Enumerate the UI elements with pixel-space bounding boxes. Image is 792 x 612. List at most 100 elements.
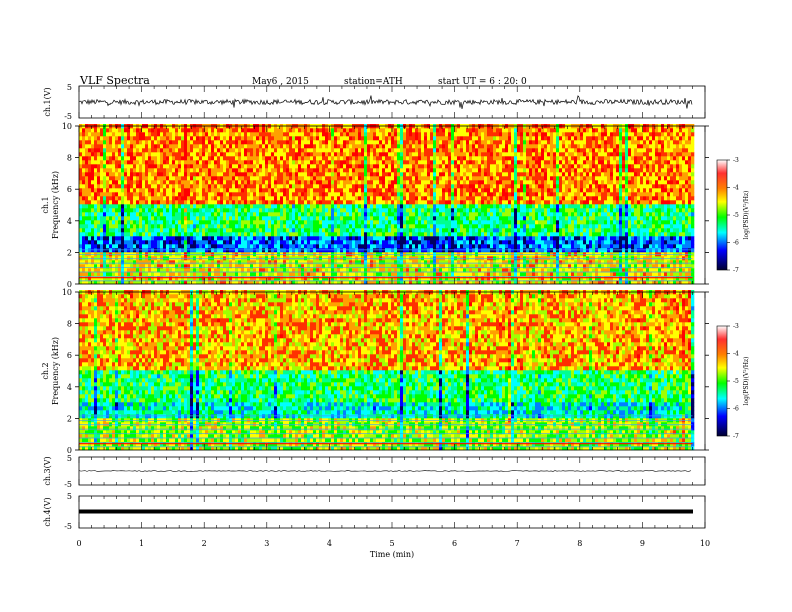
spectrogram-cell	[304, 212, 307, 216]
spectrogram-cell	[277, 212, 280, 216]
spectrogram-cell	[103, 220, 106, 224]
spectrogram-cell	[196, 132, 199, 136]
spectrogram-cell	[340, 228, 343, 232]
spectrogram-cell	[94, 168, 97, 172]
spectrogram-cell	[220, 256, 223, 260]
spectrogram-cell	[301, 232, 304, 236]
spectrogram-cell	[103, 144, 106, 148]
spectrogram-cell	[124, 220, 127, 224]
spectrogram-cell	[142, 256, 145, 260]
spectrogram-cell	[214, 184, 217, 188]
spectrogram-cell	[79, 128, 82, 132]
spectrogram-cell	[319, 240, 322, 244]
spectrogram-cell	[175, 236, 178, 240]
spectrogram-cell	[148, 180, 151, 184]
spectrogram-cell	[175, 156, 178, 160]
spectrogram-cell	[322, 224, 325, 228]
spectrogram-cell	[325, 172, 328, 176]
spectrogram-cell	[250, 136, 253, 140]
spectrogram-cell	[160, 168, 163, 172]
spectrogram-cell	[151, 204, 154, 208]
spectrogram-cell	[280, 156, 283, 160]
spectrogram-cell	[112, 204, 115, 208]
spectrogram-cell	[232, 168, 235, 172]
spectrogram-cell	[205, 180, 208, 184]
spectrogram-cell	[190, 148, 193, 152]
spectrogram-cell	[88, 172, 91, 176]
spectrogram-cell	[169, 260, 172, 264]
spectrogram-cell	[229, 204, 232, 208]
spectrogram-cell	[340, 184, 343, 188]
spectrogram-cell	[253, 164, 256, 168]
spectrogram-cell	[352, 176, 355, 180]
spectrogram-cell	[211, 164, 214, 168]
spectrogram-cell	[298, 220, 301, 224]
spectrogram-cell	[325, 236, 328, 240]
spectrogram-cell	[202, 172, 205, 176]
spectrogram-cell	[142, 192, 145, 196]
spectrogram-cell	[355, 172, 358, 176]
spectrogram-cell	[295, 128, 298, 132]
spectrogram-cell	[205, 148, 208, 152]
spectrogram-cell	[319, 184, 322, 188]
spectrogram-cell	[214, 196, 217, 200]
spectrogram-cell	[346, 184, 349, 188]
spectrogram-cell	[271, 260, 274, 264]
spectrogram-cell	[139, 152, 142, 156]
spectrogram-cell	[187, 180, 190, 184]
spectrogram-cell	[106, 168, 109, 172]
spectrogram-cell	[364, 240, 367, 244]
spectrogram-cell	[322, 228, 325, 232]
spectrogram-cell	[175, 260, 178, 264]
spectrogram-cell	[226, 168, 229, 172]
spectrogram-cell	[226, 184, 229, 188]
spectrogram-cell	[364, 228, 367, 232]
spectrogram-cell	[289, 152, 292, 156]
spectrogram-cell	[130, 140, 133, 144]
spectrogram-cell	[277, 224, 280, 228]
spectrogram-cell	[364, 196, 367, 200]
spectrogram-cell	[304, 220, 307, 224]
spectrogram-cell	[265, 256, 268, 260]
spectrogram-cell	[277, 144, 280, 148]
spectrogram-cell	[307, 136, 310, 140]
spectrogram-cell	[190, 172, 193, 176]
spectrogram-cell	[310, 144, 313, 148]
spectrogram-cell	[124, 216, 127, 220]
spectrogram-cell	[283, 140, 286, 144]
spectrogram-cell	[232, 172, 235, 176]
spectrogram-cell	[316, 160, 319, 164]
spectrogram-cell	[127, 152, 130, 156]
spectrogram-cell	[253, 236, 256, 240]
spectrogram-cell	[130, 216, 133, 220]
spectrogram-cell	[307, 204, 310, 208]
spectrogram-cell	[136, 156, 139, 160]
spectrogram-cell	[178, 168, 181, 172]
spectrogram-cell	[148, 208, 151, 212]
spectrogram-cell	[286, 156, 289, 160]
spectrogram-cell	[136, 140, 139, 144]
spectrogram-cell	[94, 240, 97, 244]
spectrogram-cell	[190, 132, 193, 136]
spectrogram-cell	[160, 140, 163, 144]
spectrogram-cell	[325, 224, 328, 228]
spectrogram-cell	[97, 256, 100, 260]
spectrogram-cell	[217, 272, 220, 276]
spectrogram-cell	[259, 200, 262, 204]
spectrogram-cell	[163, 272, 166, 276]
spectrogram-cell	[187, 228, 190, 232]
spectrogram-cell	[316, 136, 319, 140]
spectrogram-cell	[211, 184, 214, 188]
spectrogram-cell	[208, 184, 211, 188]
spectrogram-cell	[160, 272, 163, 276]
spectrogram-cell	[82, 272, 85, 276]
spectrogram-cell	[103, 160, 106, 164]
spectrogram-cell	[199, 156, 202, 160]
spectrogram-cell	[364, 200, 367, 204]
spectrogram-cell	[151, 168, 154, 172]
spectrogram-cell	[163, 156, 166, 160]
spectrogram-cell	[325, 216, 328, 220]
spectrogram-cell	[106, 152, 109, 156]
spectrogram-cell	[331, 132, 334, 136]
spectrogram-cell	[211, 208, 214, 212]
